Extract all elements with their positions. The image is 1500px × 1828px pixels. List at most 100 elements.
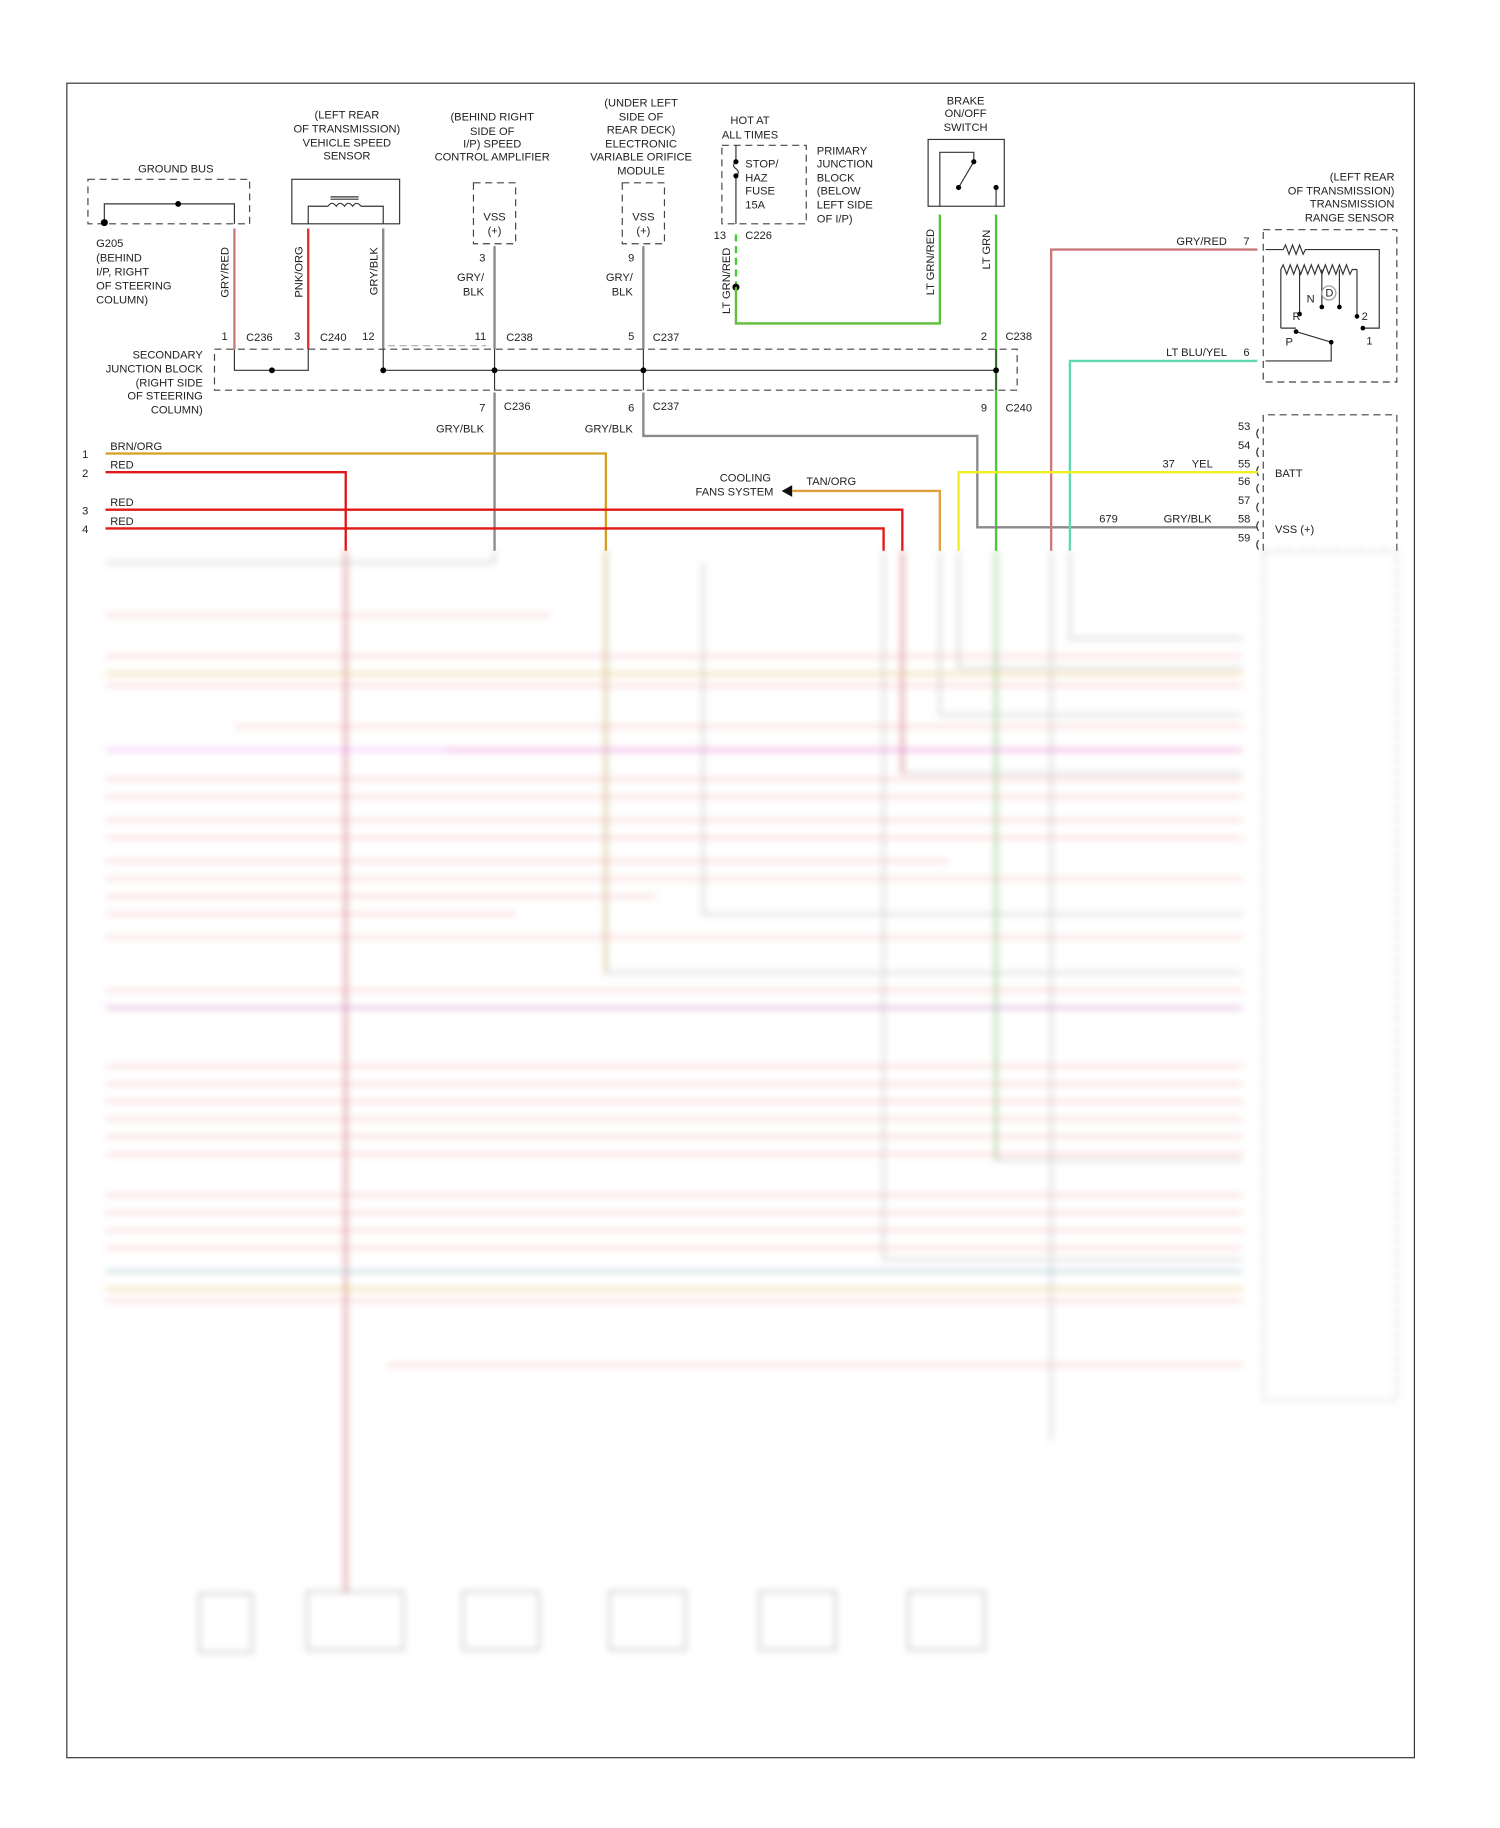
amp-title: CONTROL AMPLIFIER (435, 152, 550, 164)
fuse-label: STOP/ (745, 159, 779, 171)
fuse-label: FUSE (745, 186, 775, 198)
pjb-title: LEFT SIDE (817, 200, 873, 212)
wire-label: GRY/ (606, 272, 634, 284)
pin-number: 56 (1238, 476, 1250, 488)
brake-switch: BRAKE ON/OFF SWITCH LT GRN/RED LT GRN (925, 95, 1005, 295)
wire-label: PNK/ORG (293, 246, 305, 297)
blurred-lower-diagram (105, 550, 1398, 1653)
evo-title: (UNDER LEFT (604, 98, 678, 110)
pin-number: 2 (82, 468, 88, 480)
wire-label: LT GRN/RED (925, 229, 937, 295)
pin-number: 3 (294, 331, 300, 343)
connector-label: C238 (506, 332, 533, 344)
position-n: N (1307, 293, 1315, 305)
position-r: R (1293, 311, 1301, 323)
wire-label: BLK (612, 286, 634, 298)
connector-label: C238 (1005, 331, 1032, 343)
brake-title: BRAKE (947, 95, 985, 107)
sjb-title: COLUMN) (151, 405, 203, 417)
wire-label: BRN/ORG (110, 441, 162, 453)
sjb-title: OF STEERING (127, 391, 202, 403)
pin-number: 3 (479, 252, 485, 264)
fuse-label: HAZ (745, 173, 767, 185)
hot-label: HOT AT (730, 115, 769, 127)
pin-number: 9 (628, 252, 634, 264)
wire-label: BLK (463, 286, 485, 298)
vss-title: OF TRANSMISSION) (294, 123, 401, 135)
pjb-title: JUNCTION (817, 159, 873, 171)
ground-bus-title: GROUND BUS (138, 163, 213, 175)
wire-label: RED (110, 516, 133, 528)
pin-number: 5 (628, 331, 634, 343)
amp-vss: (+) (488, 225, 502, 237)
diagram-frame (66, 82, 1415, 1759)
cooling-label: COOLING (720, 473, 771, 485)
wire-label: GRY/BLK (1164, 514, 1213, 526)
evo-title: VARIABLE ORIFICE (590, 152, 692, 164)
pcm-connector: 53 54 55 56 57 58 59 BATT 37 YEL VSS (+)… (1099, 414, 1398, 551)
wire-label: GRY/BLK (368, 247, 380, 296)
pin-number: 53 (1238, 421, 1250, 433)
wire-label: TAN/ORG (806, 476, 856, 488)
wire-label: GRY/ (457, 272, 485, 284)
wire-label: GRY/RED (220, 247, 232, 298)
pin-number: 11 (475, 331, 487, 343)
pin-number: 54 (1238, 440, 1250, 452)
trs-title: TRANSMISSION (1310, 198, 1395, 210)
evo-title: MODULE (617, 166, 665, 178)
position-1: 1 (1366, 336, 1372, 348)
wire-label: LT BLU/YEL (1166, 347, 1227, 359)
wire-label: GRY/RED (1176, 236, 1227, 248)
secondary-junction-block: SECONDARY JUNCTION BLOCK (RIGHT SIDE OF … (106, 345, 1032, 435)
circuit-number: 37 (1162, 459, 1174, 471)
g205-label: G205 (96, 238, 123, 250)
pin-number: 57 (1238, 495, 1250, 507)
vss-label: VSS (+) (1275, 524, 1315, 536)
speed-control-amplifier: (BEHIND RIGHT SIDE OF I/P) SPEED CONTROL… (435, 112, 550, 299)
position-p: P (1286, 337, 1293, 349)
amp-vss: VSS (483, 211, 505, 223)
trs-title: (LEFT REAR (1330, 171, 1395, 183)
pin-number: 3 (82, 505, 88, 517)
pjb-title: PRIMARY (817, 146, 868, 158)
sjb-title: SECONDARY (132, 350, 203, 362)
trs-title: RANGE SENSOR (1305, 212, 1395, 224)
sjb-title: JUNCTION BLOCK (106, 364, 204, 376)
wire-label: RED (110, 497, 133, 509)
wire-label: YEL (1192, 459, 1213, 471)
pin-number: 13 (714, 230, 726, 242)
sjb-title: (RIGHT SIDE (136, 378, 203, 390)
connector-label: C240 (320, 332, 347, 344)
pin-number: 9 (981, 402, 987, 414)
batt-label: BATT (1275, 468, 1303, 480)
vss-title: SENSOR (323, 150, 370, 162)
cooling-label: FANS SYSTEM (696, 487, 774, 499)
pin-number: 2 (981, 331, 987, 343)
pin-number: 6 (1243, 347, 1249, 359)
evo-title: ELECTRONIC (605, 139, 677, 151)
g205-label: COLUMN) (96, 294, 148, 306)
connector-label: C236 (246, 332, 273, 344)
pin-number: 58 (1238, 514, 1250, 526)
pjb-title: (BELOW (817, 186, 861, 198)
pin-number: 4 (82, 524, 88, 536)
wire-label: GRY/BLK (436, 423, 485, 435)
evo-title: REAR DECK) (607, 125, 676, 137)
vss-title: (LEFT REAR (315, 109, 380, 121)
top-connectors: 1 C236 3 C240 12 11 C238 5 C237 2 C238 (222, 331, 1033, 344)
pin-number: 59 (1238, 532, 1250, 544)
cooling-fans-system: COOLING FANS SYSTEM TAN/ORG (696, 473, 857, 499)
pjb-title: BLOCK (817, 173, 855, 185)
connector-label: C236 (504, 401, 531, 413)
position-d: D (1325, 287, 1333, 299)
hot-label: ALL TIMES (722, 129, 778, 141)
pin-number: 55 (1238, 459, 1250, 471)
ground-bus: GROUND BUS G205 (BEHIND I/P, RIGHT OF ST… (87, 163, 251, 306)
fuse-label: 15A (745, 200, 765, 212)
amp-title: (BEHIND RIGHT (450, 112, 534, 124)
trs-title: OF TRANSMISSION) (1288, 186, 1395, 198)
pin-number: 6 (628, 402, 634, 414)
evo-title: SIDE OF (619, 112, 664, 124)
left-wires: 1 BRN/ORG 2 RED 3 RED 4 RED (82, 441, 162, 536)
g205-label: (BEHIND (96, 252, 142, 264)
